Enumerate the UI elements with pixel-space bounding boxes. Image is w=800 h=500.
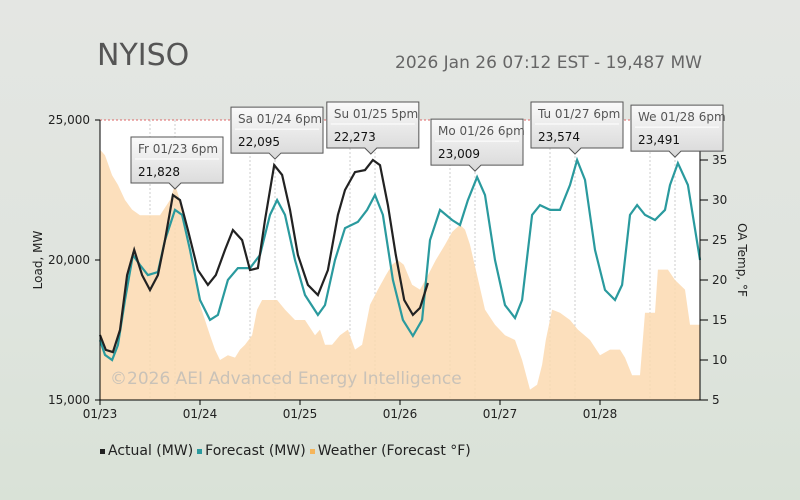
peak-tooltip: Su 01/25 5pm 22,273	[326, 101, 420, 155]
tooltip-box	[230, 106, 324, 160]
forecast-swatch-icon	[197, 448, 203, 454]
peak-tooltip: We 01/28 6pm 23,491	[630, 104, 726, 158]
y2-tick-label: 30	[712, 193, 727, 207]
peak-tooltip: Sa 01/24 6pm 22,095	[230, 106, 324, 160]
y-tick-label: 20,000	[48, 253, 90, 267]
x-tick-label: 01/28	[583, 407, 618, 421]
legend-item-actual[interactable]: Actual (MW)	[100, 443, 193, 459]
page-title: NYISO	[97, 38, 190, 73]
y-axis-label: Load, MW	[31, 231, 45, 290]
x-tick-label: 01/26	[383, 407, 418, 421]
actual-line	[98, 158, 429, 354]
tooltip-box	[326, 101, 420, 155]
legend-item-forecast[interactable]: Forecast (MW)	[197, 443, 306, 459]
status-readout: 2026 Jan 26 07:12 EST - 19,487 MW	[395, 53, 702, 73]
tooltip-value: 23,491	[638, 133, 680, 147]
tooltip-value: 22,095	[238, 135, 280, 149]
tooltip-box	[130, 136, 224, 190]
peak-tooltip: Fr 01/23 6pm 21,828	[130, 136, 224, 190]
y2-axis-label: OA Temp, °F	[735, 223, 749, 297]
watermark: ©2026 AEI Advanced Energy Intelligence	[110, 369, 462, 389]
tooltip-value: 22,273	[334, 130, 376, 144]
x-tick-label: 01/24	[183, 407, 218, 421]
legend: Actual (MW) Forecast (MW) Weather (Forec…	[100, 443, 471, 459]
x-tick-label: 01/23	[83, 407, 118, 421]
tooltip-box	[630, 104, 724, 158]
y2-tick-label: 25	[712, 233, 727, 247]
y-tick-label: 25,000	[48, 113, 90, 127]
y2-tick-label: 10	[712, 353, 727, 367]
tooltip-label: Mo 01/26 6pm	[438, 124, 525, 138]
peak-tooltip: Tu 01/27 6pm 23,574	[530, 101, 624, 155]
tooltip-value: 23,574	[538, 130, 580, 144]
y2-tick-label: 20	[712, 273, 727, 287]
tooltip-label: Fr 01/23 6pm	[138, 142, 218, 156]
forecast-line	[98, 156, 702, 362]
y2-tick-label: 35	[712, 153, 727, 167]
tooltip-label: Su 01/25 5pm	[334, 107, 418, 121]
tooltip-value: 21,828	[138, 165, 180, 179]
y2-tick-label: 5	[712, 393, 720, 407]
tooltip-label: Sa 01/24 6pm	[238, 112, 322, 126]
actual-swatch-icon	[100, 448, 105, 454]
legend-item-weather[interactable]: Weather (Forecast °F)	[309, 443, 471, 459]
tooltip-box	[530, 101, 624, 155]
tooltip-value: 23,009	[438, 147, 480, 161]
weather-swatch-icon	[309, 448, 315, 454]
tooltip-label: Tu 01/27 6pm	[537, 107, 620, 121]
tooltip-label: We 01/28 6pm	[638, 110, 726, 124]
tooltip-box	[430, 118, 524, 172]
y2-tick-label: 15	[712, 313, 727, 327]
peak-tooltip: Mo 01/26 6pm 23,009	[430, 118, 525, 172]
x-tick-label: 01/25	[283, 407, 318, 421]
x-tick-label: 01/27	[483, 407, 518, 421]
y-tick-label: 15,000	[48, 393, 90, 407]
